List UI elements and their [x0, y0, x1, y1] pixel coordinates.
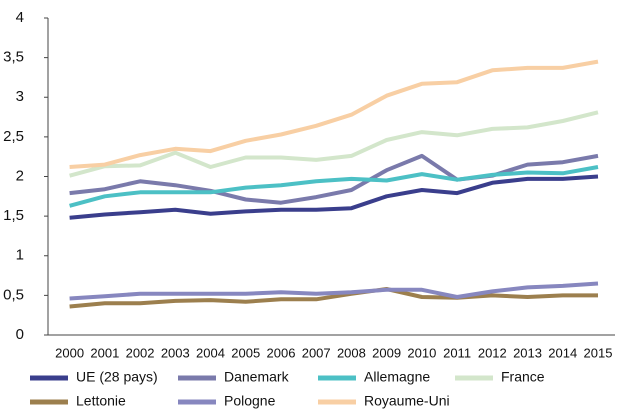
series-line — [69, 281, 599, 301]
y-tick-label: 2,5 — [3, 128, 24, 145]
series-line — [69, 287, 598, 309]
series-line — [69, 110, 599, 178]
legend-label: Pologne — [224, 393, 276, 409]
legend-label: Lettonie — [76, 393, 126, 409]
y-tick-label: 3,5 — [3, 49, 24, 66]
legend-label: Danemark — [224, 369, 290, 385]
x-tick-label: 2010 — [407, 345, 436, 360]
x-tick-label: 2002 — [126, 345, 155, 360]
x-tick-label: 2013 — [513, 345, 542, 360]
x-tick-label: 2001 — [90, 345, 119, 360]
x-tick-label: 2005 — [231, 345, 260, 360]
legend-label: Royaume-Uni — [364, 393, 450, 409]
x-tick-label: 2015 — [584, 345, 613, 360]
x-tick-label: 2004 — [196, 345, 225, 360]
y-tick-label: 0,5 — [3, 286, 24, 303]
series-line — [69, 59, 599, 169]
x-tick-label: 2008 — [337, 345, 366, 360]
y-tick-label: 3 — [16, 88, 24, 105]
legend-label: Allemagne — [364, 369, 430, 385]
x-tick-label: 2012 — [478, 345, 507, 360]
y-tick-label: 0 — [16, 326, 24, 343]
legend-label: UE (28 pays) — [76, 369, 158, 385]
series-line — [69, 165, 599, 208]
x-tick-label: 2014 — [548, 345, 577, 360]
legend-label: France — [501, 369, 545, 385]
x-tick-label: 2006 — [267, 345, 296, 360]
y-tick-label: 4 — [16, 9, 24, 26]
x-tick-label: 2000 — [55, 345, 84, 360]
series-line — [69, 153, 599, 205]
x-tick-label: 2007 — [302, 345, 331, 360]
x-tick-label: 2003 — [161, 345, 190, 360]
y-tick-label: 1,5 — [3, 207, 24, 224]
y-tick-label: 2 — [16, 167, 24, 184]
series-line — [69, 174, 599, 220]
x-tick-label: 2011 — [443, 345, 471, 360]
x-tick-label: 2009 — [372, 345, 401, 360]
y-tick-label: 1 — [16, 247, 24, 264]
